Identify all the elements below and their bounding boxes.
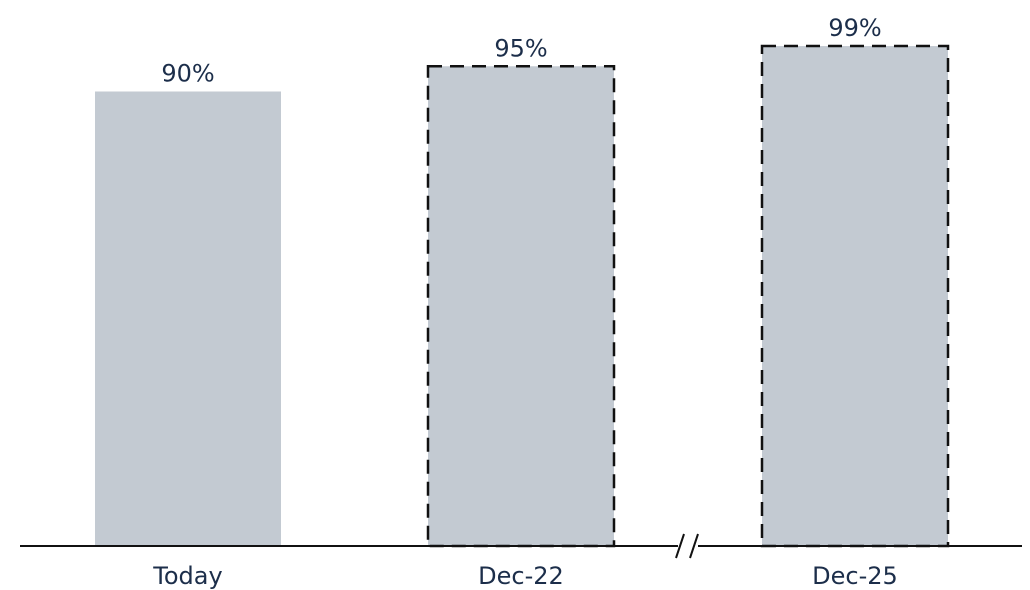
bar-dec-22 (426, 65, 616, 548)
category-labels-group: Today Dec-22 Dec-25 (152, 562, 898, 590)
axis-break-gap (678, 543, 698, 549)
value-label: 95% (494, 34, 547, 62)
axis-break-slash (675, 533, 685, 559)
bar-today (95, 91, 281, 546)
value-label: 90% (161, 60, 214, 88)
value-label: 99% (828, 14, 881, 42)
category-label: Dec-25 (812, 562, 898, 590)
category-label: Today (152, 562, 222, 590)
axis-break-slash (689, 533, 699, 559)
axis-break-marker (675, 533, 699, 559)
bars-group (95, 44, 950, 548)
bar-dec-25 (760, 44, 950, 548)
value-labels-group: 90% 95% 99% (161, 14, 881, 87)
category-label: Dec-22 (478, 562, 564, 590)
